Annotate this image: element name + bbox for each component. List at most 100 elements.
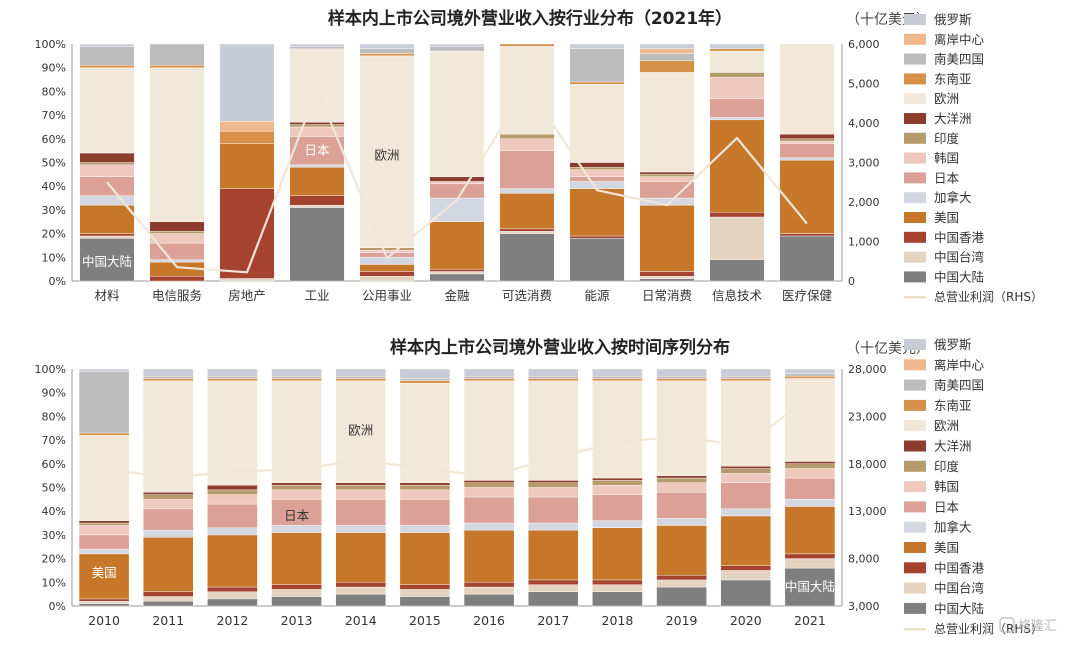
- bar-segment: [149, 259, 205, 263]
- x-tick-label: 房地产: [228, 288, 266, 303]
- bar-segment: [528, 378, 579, 382]
- x-tick-label: 日常消费: [642, 288, 692, 303]
- bar-segment: [429, 181, 485, 185]
- bar-segment: [779, 159, 835, 234]
- x-tick-label: 电信服务: [152, 288, 202, 303]
- legend-label: 韩国: [934, 151, 959, 166]
- bar-segment: [720, 565, 771, 571]
- legend-swatch: [904, 73, 926, 85]
- bar-segment: [289, 167, 345, 196]
- bar-segment: [499, 233, 555, 282]
- legend-label: 日本: [934, 170, 960, 185]
- legend-swatch: [904, 602, 926, 614]
- bar-segment: [656, 579, 707, 588]
- bar-segment: [779, 235, 835, 282]
- legend-swatch: [904, 501, 926, 513]
- bar-segment: [720, 375, 771, 379]
- bar-segment: [709, 119, 765, 213]
- bar-segment: [709, 259, 765, 282]
- bar-segment: [335, 499, 386, 526]
- bar-segment: [399, 584, 451, 590]
- bar-segment: [463, 496, 515, 524]
- bar-segment: [784, 558, 836, 569]
- bar-segment: [656, 477, 707, 483]
- bar-segment: [720, 378, 771, 382]
- bar-segment: [143, 591, 194, 597]
- bar-segment: [592, 375, 643, 379]
- bar-segment: [656, 525, 707, 576]
- bar-segment: [143, 537, 194, 592]
- bar-segment: [779, 133, 835, 139]
- bar-segment: [528, 487, 579, 498]
- bar-segment: [143, 529, 194, 538]
- bar-segment: [79, 67, 135, 154]
- x-tick-label: 2018: [602, 613, 634, 628]
- legend-swatch: [904, 339, 926, 350]
- legend-swatch: [904, 460, 926, 472]
- legend-swatch: [904, 113, 926, 124]
- bar-segment: [656, 378, 707, 382]
- bar-segment: [499, 43, 555, 47]
- y-tick-label: 50%: [42, 157, 66, 170]
- legend-swatch: [904, 481, 926, 493]
- bar-segment: [720, 579, 771, 607]
- legend-label: 离岸中心: [934, 32, 985, 47]
- bar-segment: [359, 276, 415, 282]
- bar-segment: [656, 492, 707, 519]
- bar-segment: [429, 273, 485, 282]
- bar-segment: [78, 534, 130, 550]
- legend-line-label: 总营业利润（RHS）: [934, 290, 1043, 304]
- legend-label: 美国: [934, 540, 959, 555]
- x-tick-label: 2020: [730, 613, 762, 628]
- legend-label: 中国香港: [934, 230, 985, 245]
- bar-segment: [592, 579, 643, 585]
- bar-segment: [149, 65, 205, 68]
- bar-segment: [528, 375, 579, 379]
- bar-segment: [335, 582, 386, 588]
- bar-segment: [79, 65, 135, 68]
- legend-label: 日本: [934, 499, 960, 514]
- bar-segment: [271, 482, 322, 486]
- bar-segment: [219, 131, 275, 144]
- x-tick-label: 2017: [537, 613, 569, 628]
- bar-segment: [335, 378, 386, 382]
- bar-segment: [569, 238, 625, 282]
- y-tick-label: 20%: [42, 228, 66, 241]
- total-profit-line: [103, 394, 811, 480]
- legend-label: 中国大陆: [934, 269, 984, 284]
- bar-segment: [709, 216, 765, 260]
- bar-segment: [207, 375, 258, 379]
- bar-segment: [528, 368, 579, 377]
- bar-segment: [639, 72, 695, 173]
- bar-segment: [656, 574, 707, 581]
- bar-segment: [289, 124, 345, 128]
- bar-segment: [399, 482, 451, 486]
- rhs-tick-label: 3,000: [848, 157, 880, 170]
- y-tick-label: 40%: [42, 180, 66, 193]
- bar-segment: [219, 188, 275, 279]
- rhs-tick-label: 8,000: [848, 553, 880, 566]
- x-tick-label: 金融: [444, 288, 470, 303]
- bar-segment: [429, 43, 485, 47]
- bar-segment: [399, 380, 451, 384]
- bar-segment: [271, 584, 322, 590]
- bar-segment: [271, 378, 322, 382]
- legend-label: 欧洲: [934, 91, 959, 106]
- bar-segment: [463, 480, 515, 483]
- bar-segment: [79, 235, 135, 239]
- bar-segment: [528, 380, 579, 481]
- bar-segment: [709, 212, 765, 218]
- bar-segment: [271, 380, 322, 483]
- bar-segment: [569, 48, 625, 83]
- rhs-tick-label: 3,000: [848, 600, 880, 613]
- bar-segment: [219, 121, 275, 132]
- bar-segment: [79, 176, 135, 196]
- bar-segment: [335, 586, 386, 595]
- bar-segment: [429, 183, 485, 199]
- bar-segment: [78, 598, 130, 602]
- legend-swatch: [904, 251, 926, 263]
- legend-label: 中国香港: [934, 560, 985, 575]
- y-tick-label: 0%: [49, 600, 66, 613]
- bar-segment: [569, 169, 625, 177]
